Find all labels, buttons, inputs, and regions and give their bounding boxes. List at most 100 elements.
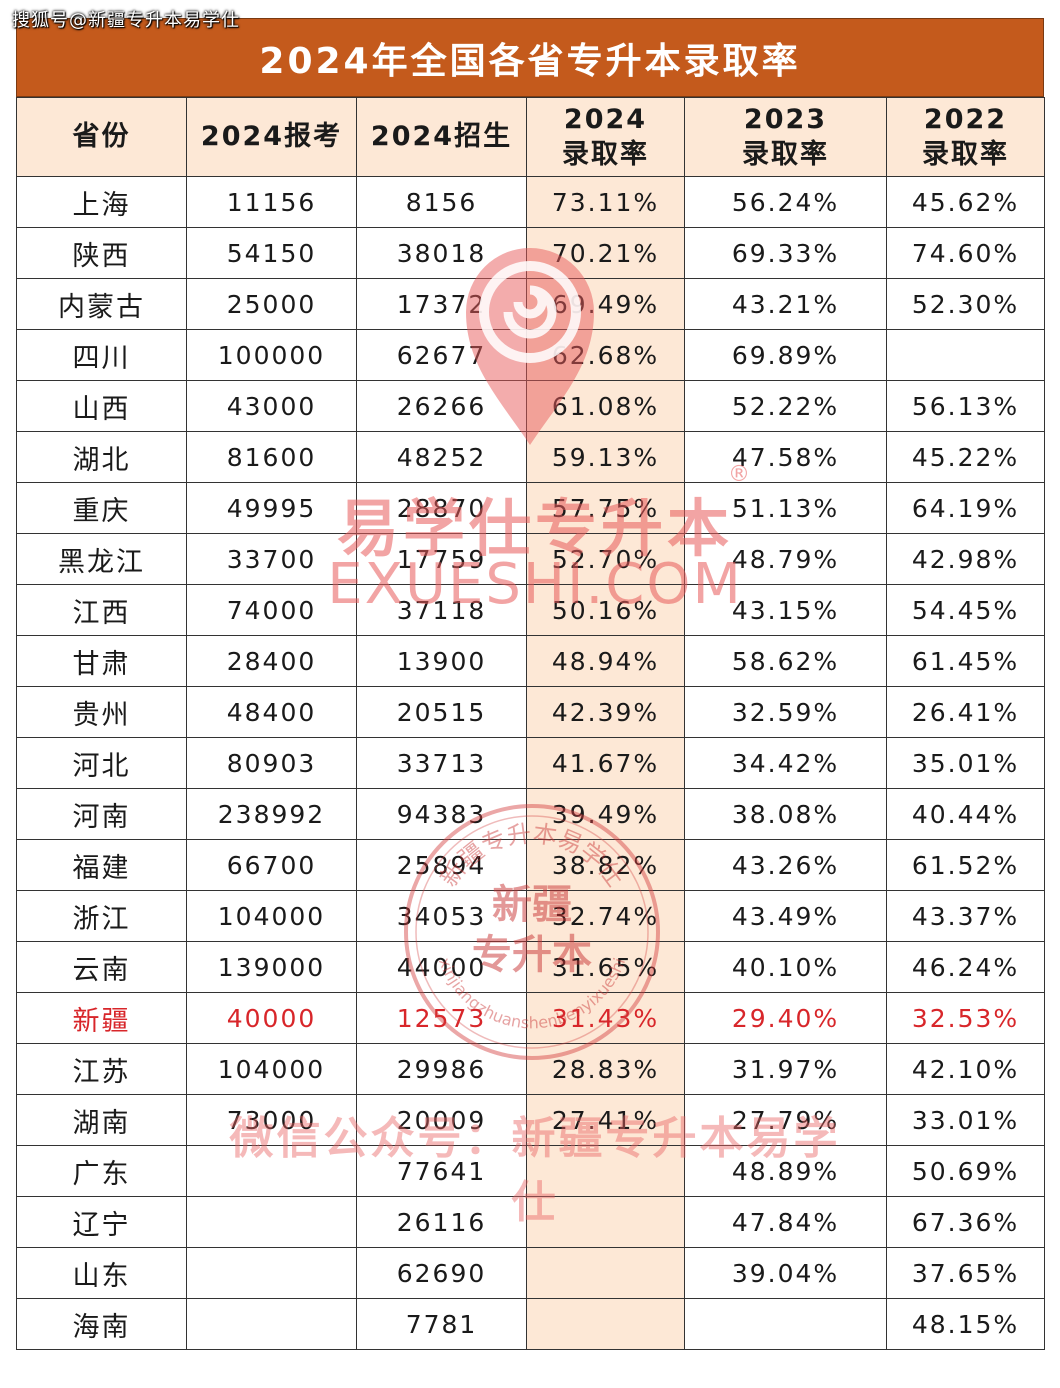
cell-applicants-2024: 74000 xyxy=(186,584,357,636)
cell-province: 陕西 xyxy=(16,227,187,279)
cell-province: 贵州 xyxy=(16,686,187,738)
cell-enrolled-2024: 29986 xyxy=(356,1043,527,1095)
cell-rate-2024: 70.21% xyxy=(526,227,685,279)
cell-rate-2022: 56.13% xyxy=(886,380,1045,432)
cell-enrolled-2024: 62690 xyxy=(356,1247,527,1299)
cell-rate-2024: 69.49% xyxy=(526,278,685,330)
cell-rate-2023: 43.49% xyxy=(684,890,887,942)
cell-enrolled-2024: 34053 xyxy=(356,890,527,942)
table-row: 黑龙江 33700 17759 52.70% 48.79% 42.98% xyxy=(16,533,1045,585)
cell-rate-2023: 43.26% xyxy=(684,839,887,891)
cell-enrolled-2024: 25894 xyxy=(356,839,527,891)
cell-enrolled-2024: 26116 xyxy=(356,1196,527,1248)
cell-rate-2024: 62.68% xyxy=(526,329,685,381)
cell-applicants-2024: 49995 xyxy=(186,482,357,534)
cell-rate-2024: 50.16% xyxy=(526,584,685,636)
header-year: 2022 xyxy=(923,103,1008,135)
cell-rate-2022: 40.44% xyxy=(886,788,1045,840)
cell-applicants-2024 xyxy=(186,1247,357,1299)
cell-rate-2024: 73.11% xyxy=(526,176,685,228)
cell-rate-2022: 42.98% xyxy=(886,533,1045,585)
table-row: 重庆 49995 28870 57.75% 51.13% 64.19% xyxy=(16,482,1045,534)
cell-province: 甘肃 xyxy=(16,635,187,687)
cell-rate-2024 xyxy=(526,1247,685,1299)
table-row: 四川 100000 62677 62.68% 69.89% xyxy=(16,329,1045,381)
cell-rate-2024 xyxy=(526,1298,685,1350)
cell-rate-2022: 42.10% xyxy=(886,1043,1045,1095)
cell-enrolled-2024: 38018 xyxy=(356,227,527,279)
cell-enrolled-2024: 17759 xyxy=(356,533,527,585)
table-row: 上海 11156 8156 73.11% 56.24% 45.62% xyxy=(16,176,1045,228)
cell-rate-2022: 37.65% xyxy=(886,1247,1045,1299)
cell-applicants-2024: 48400 xyxy=(186,686,357,738)
cell-enrolled-2024: 12573 xyxy=(356,992,527,1044)
cell-applicants-2024: 80903 xyxy=(186,737,357,789)
header-row: 省份 2024报考 2024招生 2024 录取率 2023 录取率 2022 录取率 xyxy=(16,97,1045,177)
cell-province: 广东 xyxy=(16,1145,187,1197)
cell-rate-2024: 31.65% xyxy=(526,941,685,993)
cell-rate-2023: 38.08% xyxy=(684,788,887,840)
cell-rate-2022: 43.37% xyxy=(886,890,1045,942)
cell-rate-2022: 32.53% xyxy=(886,992,1045,1044)
cell-rate-2023: 47.84% xyxy=(684,1196,887,1248)
table-row: 海南 7781 48.15% xyxy=(16,1298,1045,1350)
table-row: 山东 62690 39.04% 37.65% xyxy=(16,1247,1045,1299)
cell-rate-2024: 31.43% xyxy=(526,992,685,1044)
cell-rate-2022: 50.69% xyxy=(886,1145,1045,1197)
admission-rate-table: 省份 2024报考 2024招生 2024 录取率 2023 录取率 2022 录取率… xyxy=(16,97,1045,1350)
cell-province: 辽宁 xyxy=(16,1196,187,1248)
cell-rate-2024: 57.75% xyxy=(526,482,685,534)
cell-rate-2023: 47.58% xyxy=(684,431,887,483)
table-row: 江西 74000 37118 50.16% 43.15% 54.45% xyxy=(16,584,1045,636)
cell-rate-2022: 74.60% xyxy=(886,227,1045,279)
cell-rate-2024: 41.67% xyxy=(526,737,685,789)
header-label: 录取率 xyxy=(742,139,829,170)
cell-rate-2024 xyxy=(526,1145,685,1197)
cell-province: 江西 xyxy=(16,584,187,636)
cell-applicants-2024: 139000 xyxy=(186,941,357,993)
cell-province: 内蒙古 xyxy=(16,278,187,330)
source-watermark: 搜狐号@新疆专升本易学仕 xyxy=(12,10,240,31)
cell-rate-2023: 43.15% xyxy=(684,584,887,636)
cell-rate-2023: 32.59% xyxy=(684,686,887,738)
cell-rate-2023: 56.24% xyxy=(684,176,887,228)
cell-rate-2024: 59.13% xyxy=(526,431,685,483)
cell-enrolled-2024: 8156 xyxy=(356,176,527,228)
cell-enrolled-2024: 37118 xyxy=(356,584,527,636)
cell-applicants-2024: 66700 xyxy=(186,839,357,891)
cell-rate-2023 xyxy=(684,1298,887,1350)
cell-enrolled-2024: 62677 xyxy=(356,329,527,381)
table-row: 陕西 54150 38018 70.21% 69.33% 74.60% xyxy=(16,227,1045,279)
cell-province: 河南 xyxy=(16,788,187,840)
cell-enrolled-2024: 20009 xyxy=(356,1094,527,1146)
cell-rate-2023: 69.89% xyxy=(684,329,887,381)
table-row: 福建 66700 25894 38.82% 43.26% 61.52% xyxy=(16,839,1045,891)
cell-rate-2023: 31.97% xyxy=(684,1043,887,1095)
cell-rate-2023: 69.33% xyxy=(684,227,887,279)
cell-rate-2023: 48.79% xyxy=(684,533,887,585)
header-year: 2024 xyxy=(563,103,648,135)
table-row: 贵州 48400 20515 42.39% 32.59% 26.41% xyxy=(16,686,1045,738)
header-rate-2023: 2023 录取率 xyxy=(684,97,887,177)
header-rate-2024: 2024 录取率 xyxy=(526,97,685,177)
cell-rate-2023: 34.42% xyxy=(684,737,887,789)
cell-applicants-2024 xyxy=(186,1145,357,1197)
cell-province: 山西 xyxy=(16,380,187,432)
cell-enrolled-2024: 94383 xyxy=(356,788,527,840)
cell-rate-2023: 43.21% xyxy=(684,278,887,330)
cell-applicants-2024: 33700 xyxy=(186,533,357,585)
cell-enrolled-2024: 13900 xyxy=(356,635,527,687)
table-row: 新疆 40000 12573 31.43% 29.40% 32.53% xyxy=(16,992,1045,1044)
cell-rate-2024: 27.41% xyxy=(526,1094,685,1146)
cell-rate-2024: 61.08% xyxy=(526,380,685,432)
cell-rate-2022: 45.62% xyxy=(886,176,1045,228)
cell-rate-2022: 61.52% xyxy=(886,839,1045,891)
cell-province: 海南 xyxy=(16,1298,187,1350)
cell-applicants-2024: 40000 xyxy=(186,992,357,1044)
cell-rate-2024: 28.83% xyxy=(526,1043,685,1095)
cell-rate-2023: 40.10% xyxy=(684,941,887,993)
cell-rate-2022: 46.24% xyxy=(886,941,1045,993)
cell-rate-2022: 52.30% xyxy=(886,278,1045,330)
table-title: 2024年全国各省专升本录取率 xyxy=(16,18,1044,97)
cell-enrolled-2024: 44000 xyxy=(356,941,527,993)
